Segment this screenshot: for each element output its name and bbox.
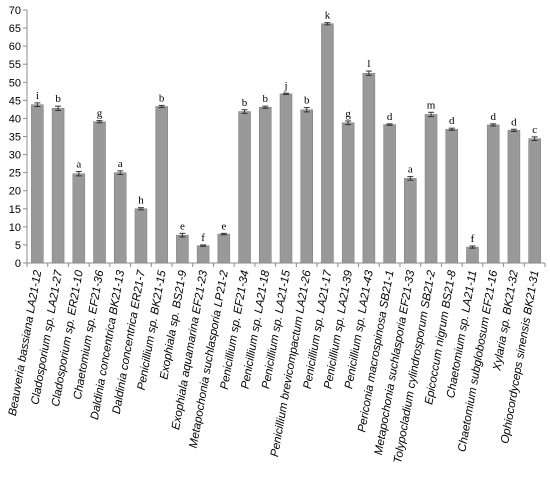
significance-label: d [490,111,496,123]
bar [259,106,272,264]
significance-label: j [283,80,287,92]
bar [528,138,541,264]
bar [51,108,65,264]
significance-label: b [55,93,61,105]
bar [113,172,127,264]
significance-label: k [325,10,331,22]
bar [362,73,376,264]
bars [31,22,541,264]
significance-label: l [367,58,370,70]
significance-label: m [427,99,436,111]
significance-label: d [511,116,517,128]
significance-label: b [304,95,310,107]
bar [486,124,500,264]
significance-label: e [221,220,226,232]
significance-label: f [201,232,205,244]
significance-label: b [242,97,248,109]
significance-label: i [36,90,39,102]
bar [404,178,417,264]
bar [31,104,44,264]
y-tick-label: 55 [9,59,21,71]
significance-label: f [471,233,475,245]
y-tick-label: 40 [9,113,21,125]
bar [279,93,293,264]
bar [466,246,479,264]
y-tick-label: 15 [9,204,21,216]
significance-label: a [76,159,81,171]
significance-label: h [138,195,144,207]
bar [383,124,396,264]
bar [341,122,355,264]
x-axis [26,262,546,267]
significance-label: a [408,164,413,176]
significance-label: d [387,111,393,123]
y-tick-label: 35 [9,132,21,144]
y-tick-label: 50 [9,77,21,89]
bar [176,234,189,264]
significance-label: e [180,220,185,232]
y-tick-label: 25 [9,168,21,180]
significance-label: d [449,115,455,127]
bar [424,114,438,264]
y-tick-label: 45 [9,95,21,107]
bar [72,173,86,264]
bar [196,245,210,264]
significance-label: b [263,93,269,105]
significance-label: g [345,108,351,120]
significance-label: c [532,124,537,136]
bar [155,106,168,264]
bar [300,109,313,264]
y-tick-label: 5 [15,240,21,252]
y-tick-label: 60 [9,41,21,53]
bar [445,129,459,264]
bar [93,121,106,264]
bar [507,130,521,264]
significance-label: b [159,92,165,104]
y-tick-label: 10 [9,222,21,234]
y-tick-label: 30 [9,150,21,162]
significance-label: a [118,158,123,170]
bar [321,23,334,264]
significance-letters: i b a g a h b e f e b b j b k g l d a m d f d d c [36,10,537,245]
y-tick-label: 70 [9,5,21,17]
bar [134,208,148,264]
y-tick-label: 65 [9,23,21,35]
significance-label: g [97,108,103,120]
y-axis: 0 5 10 15 20 25 30 35 40 45 50 55 60 65 70 [9,5,28,270]
y-tick-label: 20 [9,186,21,198]
y-tick-label: 0 [15,258,21,270]
bar [238,111,251,264]
bar [217,233,231,264]
